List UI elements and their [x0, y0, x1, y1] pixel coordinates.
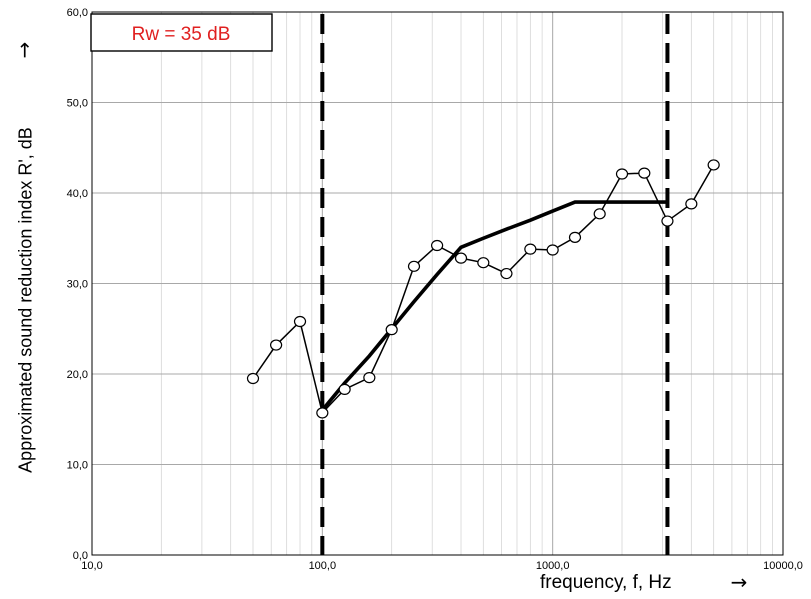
- y-tick-label: 10,0: [67, 460, 88, 472]
- data-point: [431, 239, 444, 252]
- data-point: [477, 257, 490, 269]
- x-axis-label: frequency, f, Hz: [540, 572, 672, 593]
- annotation-box: Rw = 35 dB: [90, 13, 273, 52]
- data-point: [661, 215, 674, 227]
- data-point: [454, 252, 468, 264]
- data-point: [638, 167, 651, 179]
- y-tick-label: 30,0: [67, 279, 88, 291]
- rw-annotation: Rw = 35 dB: [132, 24, 231, 45]
- major-grid: [92, 12, 783, 555]
- reference-curve-line: [320, 200, 668, 412]
- x-tick-label: 1000,0: [536, 560, 570, 572]
- y-tick-label: 50,0: [67, 98, 88, 110]
- data-series: [246, 159, 720, 419]
- plot-frame: [91, 11, 784, 556]
- data-point: [363, 372, 376, 384]
- vertical-limit-lines: [320, 14, 670, 555]
- data-point: [338, 383, 351, 395]
- x-tick-label: 10000,0: [763, 560, 803, 572]
- data-point: [246, 372, 260, 385]
- y-tick-label: 40,0: [67, 188, 88, 200]
- y-tick-label: 0,0: [73, 550, 88, 562]
- y-tick-label: 20,0: [67, 369, 88, 381]
- x-axis-ticks: 10,0 100,0 1000,0 10000,0: [81, 560, 803, 572]
- y-tick-label: 60,0: [67, 7, 88, 19]
- data-point: [707, 159, 720, 171]
- y-axis-label: Approximated sound reduction index R', d…: [15, 127, 36, 473]
- data-point: [524, 243, 537, 255]
- data-point: [685, 198, 698, 210]
- data-point: [270, 339, 283, 351]
- x-tick-label: 10,0: [81, 560, 102, 572]
- data-point: [500, 267, 513, 280]
- data-point: [293, 315, 307, 328]
- y-axis-arrow: →: [12, 42, 36, 59]
- data-point: [546, 244, 559, 256]
- data-point: [615, 168, 629, 180]
- x-tick-label: 100,0: [309, 560, 337, 572]
- x-axis-arrow: →: [731, 570, 748, 594]
- data-point: [593, 208, 606, 220]
- data-point: [385, 324, 398, 336]
- data-point: [316, 407, 329, 419]
- data-point: [407, 260, 421, 272]
- y-axis-ticks: 0,0 10,0 20,0 30,0 40,0 50,0 60,0: [67, 7, 88, 562]
- data-point: [568, 231, 582, 243]
